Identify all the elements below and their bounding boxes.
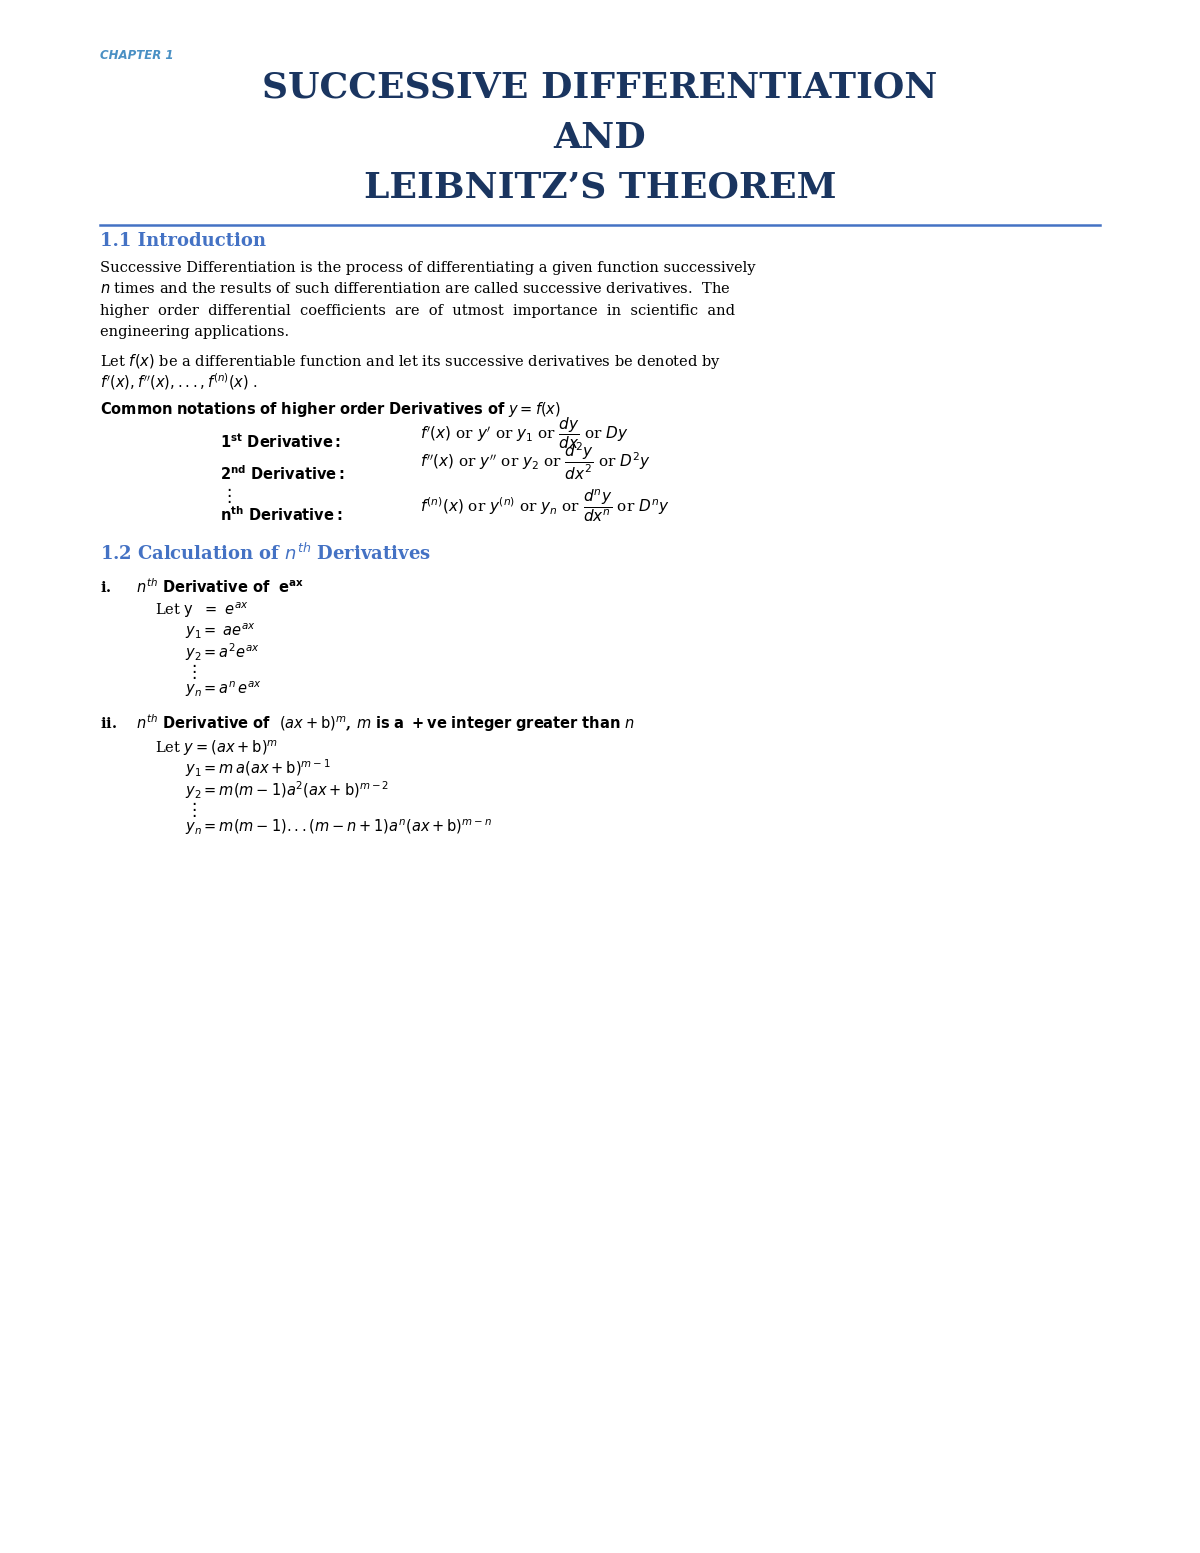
Text: $f'(x)$ or $y'$ or $y_1$ or $\dfrac{dy}{dx}$ or $Dy$: $f'(x)$ or $y'$ or $y_1$ or $\dfrac{dy}{… [420,415,629,450]
Text: $f''(x)$ or $y''$ or $y_2$ or $\dfrac{d^2y}{dx^2}$ or $D^2y$: $f''(x)$ or $y''$ or $y_2$ or $\dfrac{d^… [420,441,652,483]
Text: 1.2 Calculation of $n^{th}$ Derivatives: 1.2 Calculation of $n^{th}$ Derivatives [100,544,431,564]
Text: Let $f(x)$ be a differentiable function and let its successive derivatives be de: Let $f(x)$ be a differentiable function … [100,353,721,371]
Text: $\mathbf{Common\ notations\ of\ higher\ order\ Derivatives\ of}\ y = f(x)$: $\mathbf{Common\ notations\ of\ higher\ … [100,401,560,419]
Text: 1.1 Introduction: 1.1 Introduction [100,231,266,250]
Text: $y_2 = m(m-1)a^2(ax + \mathrm{b})^{m-2}$: $y_2 = m(m-1)a^2(ax + \mathrm{b})^{m-2}$ [185,780,389,801]
Text: Successive Differentiation is the process of differentiating a given function su: Successive Differentiation is the proces… [100,261,756,275]
Text: $y_n = m(m-1)...(m-n+1)a^n(ax + \mathrm{b})^{m-n}$: $y_n = m(m-1)...(m-n+1)a^n(ax + \mathrm{… [185,817,492,837]
Text: SUCCESSIVE DIFFERENTIATION: SUCCESSIVE DIFFERENTIATION [263,71,937,106]
Text: $y_2 = a^2e^{ax}$: $y_2 = a^2e^{ax}$ [185,641,259,663]
Text: $\vdots$: $\vdots$ [185,800,197,818]
Text: LEIBNITZ’S THEOREM: LEIBNITZ’S THEOREM [364,171,836,205]
Text: ii.    $n^{th}$ $\mathbf{Derivative\ of}$  $(ax + \mathrm{b})^m$, $m$ $\mathbf{i: ii. $n^{th}$ $\mathbf{Derivative\ of}$ $… [100,713,635,735]
Text: $y_1 =\;  ae^{ax}$: $y_1 =\; ae^{ax}$ [185,621,256,641]
Text: CHAPTER 1: CHAPTER 1 [100,50,174,62]
Text: engineering applications.: engineering applications. [100,326,289,340]
Text: AND: AND [553,121,647,155]
Text: $\mathbf{n^{th}}$ $\mathbf{Derivative:}$: $\mathbf{n^{th}}$ $\mathbf{Derivative:}$ [220,505,342,523]
Text: $n$ times and the results of such differentiation are called successive derivati: $n$ times and the results of such differ… [100,281,731,297]
Text: $f^{(n)}(x)$ or $y^{(n)}$ or $y_n$ or $\dfrac{d^ny}{dx^n}$ or $D^ny$: $f^{(n)}(x)$ or $y^{(n)}$ or $y_n$ or $\… [420,488,670,523]
Text: i.     $n^{th}$ $\mathbf{Derivative\ of}$  $\mathbf{e^{ax}}$: i. $n^{th}$ $\mathbf{Derivative\ of}$ $\… [100,578,304,596]
Text: $\mathbf{1^{st}}$ $\mathbf{Derivative:}$: $\mathbf{1^{st}}$ $\mathbf{Derivative:}$ [220,432,341,450]
Text: $\vdots$: $\vdots$ [220,486,232,505]
Text: $f'(x), f''(x), ..., f^{(n)}(x)$ .: $f'(x), f''(x), ..., f^{(n)}(x)$ . [100,371,258,393]
Text: higher  order  differential  coefficients  are  of  utmost  importance  in  scie: higher order differential coefficients a… [100,304,734,318]
Text: Let $\mathrm{y}$  $=$ $e^{ax}$: Let $\mathrm{y}$ $=$ $e^{ax}$ [155,599,248,620]
Text: Let $y = (ax + \mathrm{b})^m$: Let $y = (ax + \mathrm{b})^m$ [155,738,278,758]
Text: $\vdots$: $\vdots$ [185,662,197,680]
Text: $\mathbf{2^{nd}}$ $\mathbf{Derivative:}$: $\mathbf{2^{nd}}$ $\mathbf{Derivative:}$ [220,464,344,483]
Text: $y_n = a^n\, e^{ax}$: $y_n = a^n\, e^{ax}$ [185,680,262,699]
Text: $y_1 = m\, a(ax + \mathrm{b})^{m-1}$: $y_1 = m\, a(ax + \mathrm{b})^{m-1}$ [185,758,331,780]
